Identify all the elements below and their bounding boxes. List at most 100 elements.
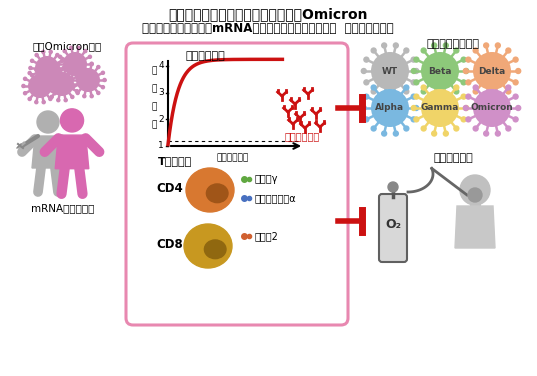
Circle shape: [22, 85, 25, 88]
Circle shape: [506, 85, 511, 90]
Circle shape: [495, 80, 500, 85]
Circle shape: [464, 106, 469, 111]
Circle shape: [46, 75, 49, 78]
Circle shape: [466, 57, 471, 62]
Text: 中: 中: [151, 67, 157, 76]
Circle shape: [460, 175, 490, 205]
Text: Alpha: Alpha: [375, 103, 404, 112]
Circle shape: [89, 55, 91, 58]
Circle shape: [63, 75, 66, 79]
Circle shape: [513, 57, 518, 62]
Circle shape: [404, 48, 409, 53]
Circle shape: [63, 50, 66, 53]
Circle shape: [411, 94, 416, 99]
Circle shape: [53, 92, 56, 95]
Circle shape: [466, 80, 471, 85]
Text: 出現症狀日數: 出現症狀日數: [217, 153, 249, 162]
Circle shape: [90, 62, 93, 65]
Circle shape: [35, 56, 59, 80]
Circle shape: [411, 80, 416, 85]
Polygon shape: [455, 206, 495, 248]
Text: 白介素2: 白介素2: [255, 231, 279, 241]
Circle shape: [411, 57, 416, 62]
Ellipse shape: [186, 168, 234, 212]
Circle shape: [473, 89, 511, 127]
Circle shape: [463, 106, 468, 111]
Circle shape: [484, 94, 489, 99]
Circle shape: [513, 94, 518, 99]
Circle shape: [57, 66, 60, 70]
Text: 4: 4: [158, 62, 164, 71]
Circle shape: [76, 65, 79, 68]
Circle shape: [463, 68, 468, 73]
Circle shape: [64, 99, 67, 102]
Circle shape: [394, 43, 398, 48]
Circle shape: [421, 48, 426, 53]
Circle shape: [71, 86, 75, 89]
Circle shape: [61, 109, 84, 132]
Circle shape: [35, 101, 38, 104]
Circle shape: [57, 62, 60, 65]
Circle shape: [70, 79, 73, 82]
Text: 新冠Omicron病毒: 新冠Omicron病毒: [32, 41, 101, 51]
Circle shape: [75, 89, 78, 93]
Circle shape: [454, 126, 459, 131]
Circle shape: [28, 71, 31, 74]
Circle shape: [77, 82, 80, 86]
Circle shape: [59, 70, 62, 73]
Circle shape: [454, 48, 459, 53]
Circle shape: [42, 50, 45, 53]
Circle shape: [90, 62, 93, 65]
Text: 1: 1: [158, 141, 164, 150]
Circle shape: [77, 79, 80, 82]
Circle shape: [495, 43, 500, 48]
Circle shape: [89, 70, 91, 73]
Circle shape: [414, 94, 419, 99]
Circle shape: [53, 77, 56, 80]
Circle shape: [31, 59, 34, 62]
Circle shape: [466, 117, 471, 122]
Circle shape: [364, 80, 369, 85]
Circle shape: [70, 46, 73, 49]
Circle shape: [28, 74, 52, 98]
Circle shape: [444, 131, 448, 136]
Circle shape: [35, 79, 38, 82]
Circle shape: [24, 92, 27, 95]
Text: 港大醫學院發現新型冠狀病毒變異株Omicron: 港大醫學院發現新型冠狀病毒變異株Omicron: [168, 7, 368, 21]
Circle shape: [71, 96, 74, 99]
Circle shape: [382, 80, 387, 85]
Ellipse shape: [205, 240, 226, 259]
Circle shape: [461, 57, 466, 62]
Circle shape: [70, 79, 73, 82]
Text: 度: 度: [151, 120, 157, 129]
Circle shape: [46, 89, 49, 93]
Circle shape: [411, 106, 416, 111]
Circle shape: [421, 52, 459, 90]
Circle shape: [382, 94, 387, 99]
Circle shape: [513, 117, 518, 122]
Text: T細胞反應: T細胞反應: [158, 156, 192, 166]
Circle shape: [473, 89, 478, 94]
Circle shape: [394, 94, 398, 99]
Circle shape: [50, 72, 74, 96]
Circle shape: [71, 70, 74, 73]
Circle shape: [361, 106, 366, 111]
Circle shape: [84, 75, 87, 79]
Circle shape: [101, 86, 105, 89]
Ellipse shape: [206, 184, 228, 203]
Circle shape: [57, 99, 60, 102]
Circle shape: [56, 79, 59, 82]
Circle shape: [364, 94, 369, 99]
Circle shape: [50, 96, 53, 99]
Circle shape: [84, 50, 87, 53]
Polygon shape: [32, 136, 64, 168]
Circle shape: [382, 43, 387, 48]
Circle shape: [49, 71, 52, 74]
Circle shape: [63, 52, 87, 76]
Circle shape: [464, 68, 469, 73]
Circle shape: [461, 80, 466, 85]
Text: WT: WT: [382, 67, 398, 76]
Circle shape: [473, 48, 478, 53]
Circle shape: [364, 57, 369, 62]
Circle shape: [60, 59, 63, 62]
